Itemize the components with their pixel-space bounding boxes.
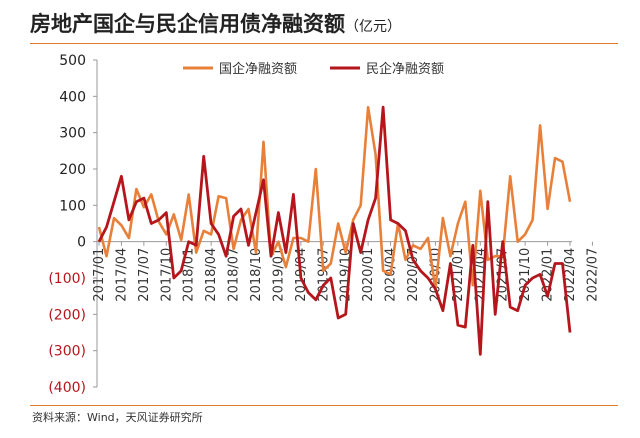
y-tick-label: 0 <box>77 235 86 251</box>
legend-label: 国企净融资额 <box>219 61 297 77</box>
footer-divider <box>30 405 618 406</box>
y-tick-label: (200) <box>48 307 86 323</box>
x-tick-label: 2019/07 <box>316 248 331 302</box>
y-tick-label: 200 <box>59 162 86 178</box>
x-tick-label: 2018/10 <box>249 248 264 302</box>
x-tick-label: 2019/01 <box>271 248 286 302</box>
chart-title-unit: （亿元） <box>345 19 401 35</box>
x-tick-label: 2018/07 <box>227 248 242 302</box>
x-tick-label: 2020/07 <box>406 248 421 302</box>
y-tick-label: 500 <box>59 53 86 69</box>
x-tick-label: 2022/07 <box>585 248 600 302</box>
chart-title-block: 房地产国企与民企信用债净融资额（亿元） <box>30 8 630 38</box>
y-tick-label: 100 <box>59 198 86 214</box>
x-tick-label: 2018/04 <box>204 248 219 302</box>
x-tick-label: 2021/10 <box>518 248 533 302</box>
y-tick-label: 400 <box>59 89 86 105</box>
x-tick-label: 2017/07 <box>137 248 152 302</box>
title-divider <box>30 43 618 44</box>
y-tick-label: (300) <box>48 344 86 360</box>
x-tick-label: 2018/01 <box>182 248 197 302</box>
x-tick-label: 2022/04 <box>563 248 578 302</box>
y-tick-label: (100) <box>48 271 86 287</box>
y-tick-label: (400) <box>48 380 86 396</box>
series-line-private <box>97 105 572 356</box>
source-note: 资料来源：Wind，天风证券研究所 <box>32 411 203 424</box>
x-tick-label: 2017/04 <box>114 248 129 302</box>
x-tick-label: 2020/01 <box>361 248 376 302</box>
chart-title: 房地产国企与民企信用债净融资额 <box>30 12 345 36</box>
x-tick-label: 2017/01 <box>92 248 107 302</box>
legend-label: 民企净融资额 <box>366 61 444 77</box>
y-tick-label: 300 <box>59 126 86 142</box>
